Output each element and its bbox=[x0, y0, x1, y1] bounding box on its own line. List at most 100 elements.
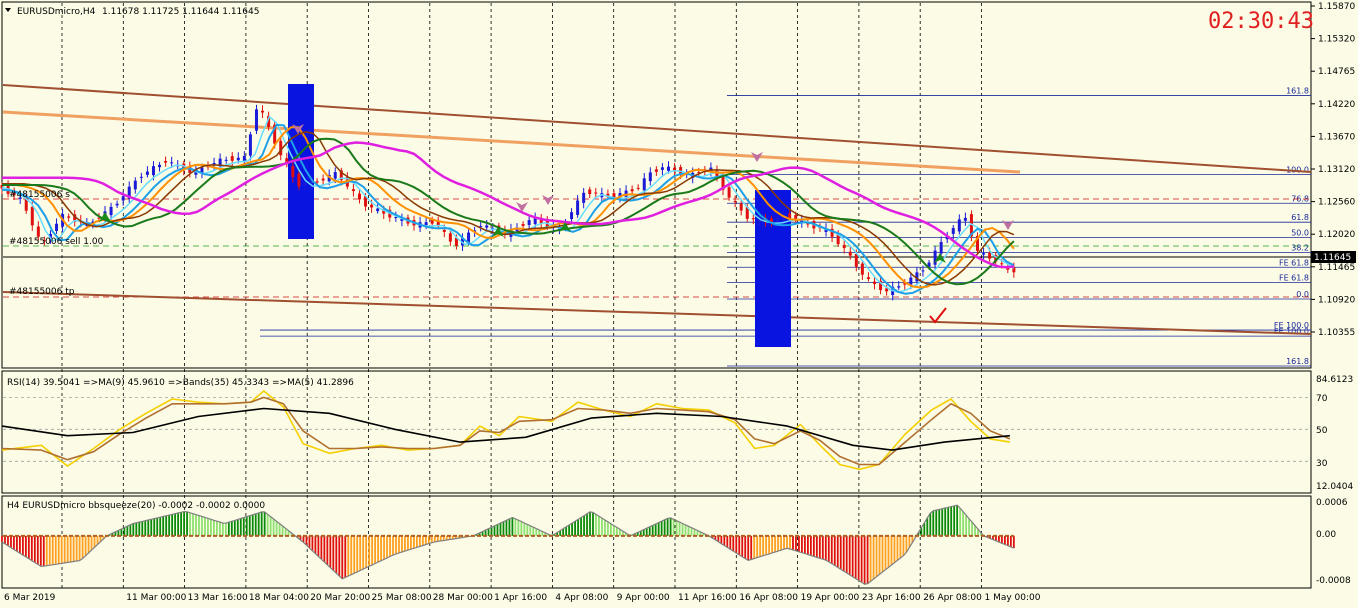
candle-body bbox=[751, 218, 755, 220]
candle-body bbox=[479, 226, 483, 228]
candle-body bbox=[915, 272, 919, 282]
candle-body bbox=[218, 158, 222, 167]
candle-body bbox=[30, 206, 34, 226]
candle-body bbox=[485, 225, 489, 228]
candle-body bbox=[588, 189, 592, 195]
blue-zone bbox=[755, 190, 791, 347]
candle-body bbox=[0, 185, 4, 189]
y-tick-label: 1.10920 bbox=[1318, 295, 1355, 305]
time-axis: 6 Mar 2019 11 Mar 00:00 13 Mar 16:00 18 Mar… bbox=[4, 593, 1041, 603]
candle-body bbox=[612, 193, 616, 198]
x-tick-label: 23 Apr 16:00 bbox=[862, 593, 921, 603]
buy-arrow-icon bbox=[934, 253, 946, 263]
candle-body bbox=[921, 270, 925, 272]
fib-level-label: 38.2 bbox=[1291, 244, 1309, 253]
candle-body bbox=[55, 223, 59, 231]
order-label-tp: #48155006 tp bbox=[9, 287, 75, 297]
candle-body bbox=[957, 219, 961, 232]
candle-body bbox=[776, 217, 780, 224]
buy-arrow-icon bbox=[492, 227, 504, 237]
candle-body bbox=[872, 281, 876, 285]
candle-body bbox=[279, 140, 283, 156]
candle-body bbox=[794, 215, 798, 220]
moving-average-line bbox=[2, 141, 1015, 269]
candle-body bbox=[594, 192, 598, 194]
y-tick-label: 1.12560 bbox=[1318, 198, 1355, 208]
candle-body bbox=[897, 286, 901, 288]
x-tick-label: 9 Apr 00:00 bbox=[617, 593, 670, 603]
fib-level-label: FE 61.8 bbox=[1279, 258, 1309, 267]
candle-body bbox=[951, 228, 955, 234]
candle-body bbox=[400, 218, 404, 221]
candle-body bbox=[339, 170, 343, 181]
candle-body bbox=[394, 217, 398, 219]
fib-level-label: FE 100.0 bbox=[1274, 321, 1309, 330]
candle-body bbox=[697, 172, 701, 174]
candle-body bbox=[24, 197, 28, 211]
current-price-label bbox=[1311, 251, 1356, 263]
candle-body bbox=[12, 192, 16, 196]
candle-body bbox=[994, 254, 998, 262]
candle-body bbox=[467, 232, 471, 243]
candle-body bbox=[733, 200, 737, 203]
candle-body bbox=[36, 226, 40, 237]
dropdown-triangle-icon[interactable] bbox=[5, 8, 11, 12]
rsi-panel[interactable] bbox=[1, 370, 1312, 494]
candle-body bbox=[788, 213, 792, 218]
rsi-tick-label: 12.0404 bbox=[1316, 482, 1353, 492]
candle-body bbox=[333, 172, 337, 179]
y-tick-label: 1.14765 bbox=[1318, 67, 1355, 77]
trendline-upper-light bbox=[2, 110, 1021, 174]
candle-body bbox=[91, 221, 95, 224]
candle-body bbox=[982, 253, 986, 255]
candle-body bbox=[539, 217, 543, 224]
candle-body bbox=[430, 219, 434, 224]
fib-level-label: 50.0 bbox=[1291, 228, 1309, 237]
candle-body bbox=[969, 214, 973, 237]
candle-body bbox=[224, 159, 228, 161]
candle-body bbox=[842, 244, 846, 249]
y-tick-label: 1.15870 bbox=[1318, 2, 1355, 12]
fib-level-label: 161.8 bbox=[1286, 357, 1309, 366]
candle-body bbox=[988, 252, 992, 259]
candle-body bbox=[866, 277, 870, 280]
candle-body bbox=[782, 215, 786, 221]
candle-body bbox=[158, 164, 162, 168]
candle-body bbox=[18, 197, 22, 199]
candle-body bbox=[376, 208, 380, 212]
candle-body bbox=[1000, 263, 1004, 265]
candle-body bbox=[860, 263, 864, 275]
sell-arrow-icon bbox=[516, 202, 528, 212]
candle-body bbox=[67, 216, 71, 218]
sell-arrow-icon bbox=[542, 195, 554, 205]
candle-body bbox=[242, 155, 246, 162]
x-tick-label: 13 Mar 16:00 bbox=[188, 593, 248, 603]
candle-body bbox=[151, 166, 155, 176]
candle-body bbox=[824, 228, 828, 232]
squeeze-histogram bbox=[1, 504, 1015, 585]
candle-body bbox=[364, 196, 368, 207]
candle-body bbox=[236, 157, 240, 161]
candle-body bbox=[321, 178, 325, 181]
x-tick-label: 1 May 00:00 bbox=[985, 593, 1041, 603]
x-tick-label: 26 Apr 08:00 bbox=[923, 593, 982, 603]
x-tick-label: 11 Apr 16:00 bbox=[678, 593, 737, 603]
candle-body bbox=[357, 193, 361, 200]
candle-body bbox=[800, 220, 804, 223]
candle-body bbox=[248, 134, 252, 156]
candle-body bbox=[527, 220, 531, 225]
candle-body bbox=[297, 173, 301, 187]
candle-body bbox=[757, 218, 761, 223]
candle-body bbox=[909, 277, 913, 285]
candle-body bbox=[976, 235, 980, 251]
candle-body bbox=[721, 175, 725, 190]
candle-body bbox=[42, 240, 46, 242]
squeeze-envelope bbox=[1, 504, 1015, 585]
trendline-upper-dark bbox=[2, 84, 1312, 173]
trendlines bbox=[2, 84, 1312, 335]
candle-body bbox=[454, 237, 458, 246]
order-label-sell: #48155006 sell 1.00 bbox=[9, 237, 104, 247]
candle-body bbox=[267, 115, 271, 127]
